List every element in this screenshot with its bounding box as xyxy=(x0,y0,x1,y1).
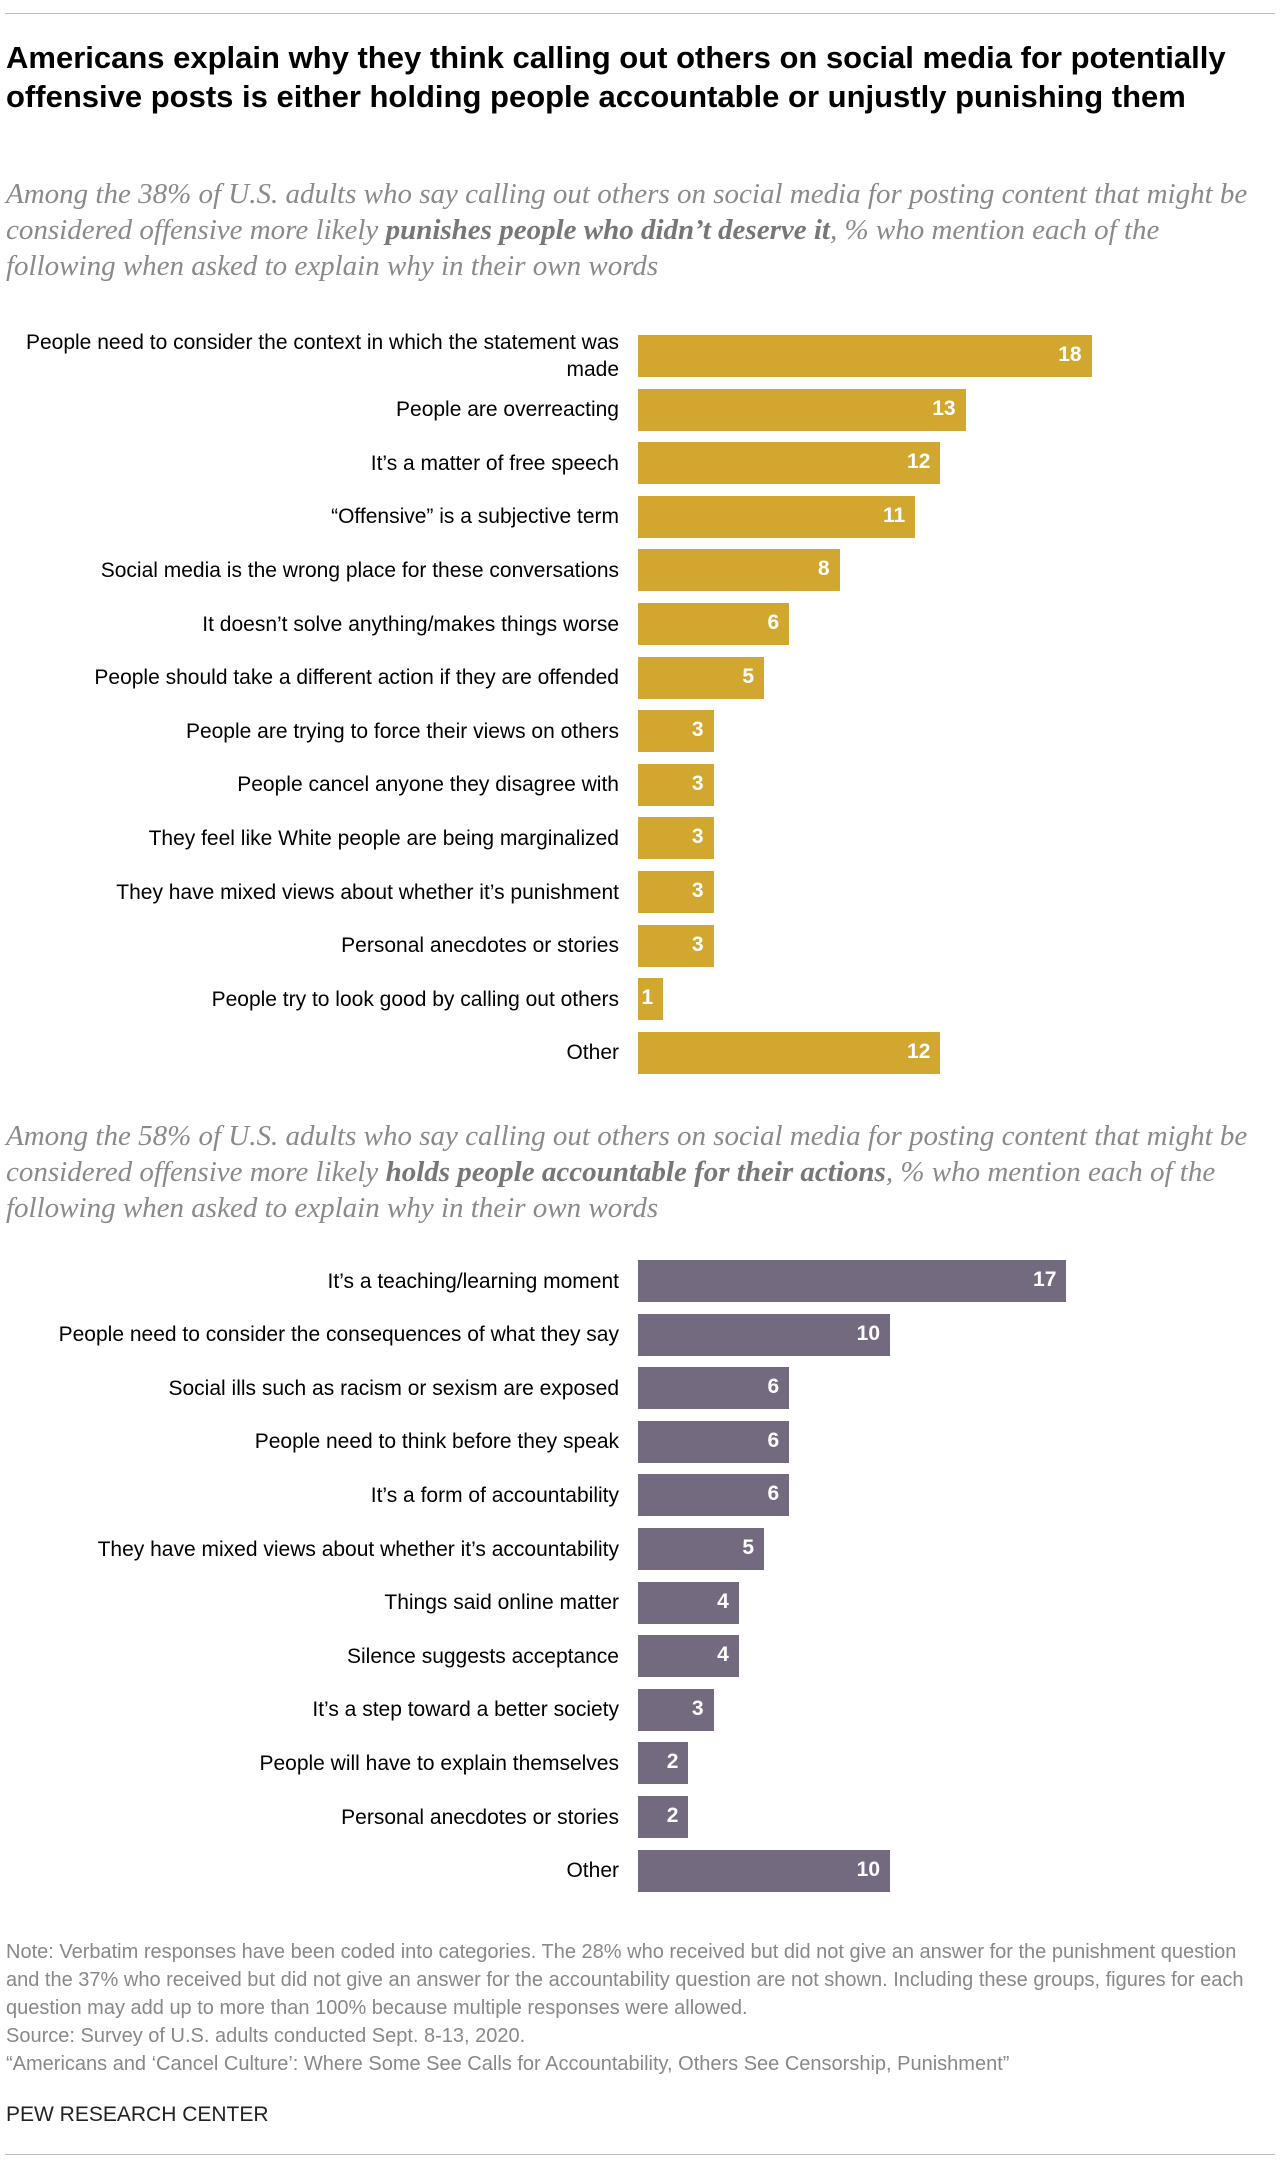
value-label: 3 xyxy=(691,932,704,956)
bar xyxy=(638,924,714,967)
subtitle-part: , % who mention each of the following wh… xyxy=(6,214,1160,282)
category-label: People need to consider the consequences… xyxy=(58,1323,619,1347)
value-label: 6 xyxy=(767,1428,780,1452)
bar xyxy=(638,1796,689,1838)
category-label: People are trying to force their views o… xyxy=(185,719,619,743)
value-label: 3 xyxy=(691,879,704,902)
bar xyxy=(638,1581,739,1624)
category-label: People need to think before they speak xyxy=(254,1430,619,1454)
category-label: People need to consider the context in w… xyxy=(25,331,619,381)
value-label: 3 xyxy=(691,718,704,742)
category-label: People try to look good by calling out o… xyxy=(211,987,619,1011)
bar xyxy=(638,1528,764,1570)
category-label: It’s a teaching/learning moment xyxy=(327,1269,619,1293)
category-label: Other xyxy=(566,1041,619,1065)
notes: Note: Verbatim responses have been coded… xyxy=(6,1938,1268,2078)
bar xyxy=(638,1313,890,1356)
bar xyxy=(638,1367,790,1410)
category-label: People should take a different action if… xyxy=(94,666,619,690)
subtitle: Among the 38% of U.S. adults who say cal… xyxy=(6,176,1256,284)
bar xyxy=(638,1420,790,1463)
value-label: 12 xyxy=(907,450,931,474)
category-label: It’s a matter of free speech xyxy=(370,451,619,475)
bottom-rule xyxy=(5,2154,1275,2155)
category-label: Things said online matter xyxy=(384,1591,619,1615)
category-label: People are overreacting xyxy=(396,398,619,422)
subtitle: Among the 58% of U.S. adults who say cal… xyxy=(6,1118,1256,1226)
bar xyxy=(638,1474,790,1517)
bar xyxy=(638,495,916,538)
value-label: 5 xyxy=(742,1536,754,1559)
bar xyxy=(638,1031,941,1074)
value-label: 3 xyxy=(691,1696,704,1720)
value-label: 5 xyxy=(742,664,754,688)
category-label: It’s a step toward a better society xyxy=(312,1698,619,1722)
value-label: 17 xyxy=(1033,1268,1057,1291)
value-label: 18 xyxy=(1058,343,1082,366)
report: “Americans and ‘Cancel Culture’: Where S… xyxy=(6,2053,1010,2075)
bar xyxy=(638,817,714,860)
category-label: Other xyxy=(566,1859,619,1883)
value-label: 2 xyxy=(666,1750,679,1774)
bar xyxy=(638,763,714,806)
note: Note: Verbatim responses have been coded… xyxy=(6,1941,1244,2019)
subtitle-part: Among the 38% of U.S. adults who say cal… xyxy=(6,178,1248,246)
subtitle-part: punishes people who didn’t deserve it xyxy=(385,214,830,246)
bar xyxy=(638,603,790,645)
chart-title: Americans explain why they think calling… xyxy=(6,40,1226,114)
category-label: People will have to explain themselves xyxy=(259,1751,619,1775)
category-label: Social ills such as racism or sexism are… xyxy=(168,1376,620,1400)
subtitle-part: Among the 58% of U.S. adults who say cal… xyxy=(6,1120,1248,1188)
category-label: “Offensive” is a subjective term xyxy=(331,505,619,529)
bar xyxy=(638,388,966,431)
source: Source: Survey of U.S. adults conducted … xyxy=(6,2025,526,2047)
value-label: 8 xyxy=(817,557,830,581)
value-label: 4 xyxy=(717,1589,729,1613)
category-label: Personal anecdotes or stories xyxy=(341,1805,619,1829)
brand: PEW RESEARCH CENTER xyxy=(6,2103,269,2126)
subtitle-part: holds people accountable for their actio… xyxy=(385,1156,886,1188)
bar xyxy=(638,1742,689,1785)
category-label: They feel like White people are being ma… xyxy=(148,826,619,850)
bar xyxy=(638,656,764,699)
category-label: They have mixed views about whether it’s… xyxy=(97,1537,619,1561)
category-label: Personal anecdotes or stories xyxy=(341,934,619,958)
value-label: 12 xyxy=(907,1039,931,1063)
value-label: 6 xyxy=(767,611,780,634)
bar xyxy=(638,1849,890,1892)
category-label: It’s a form of accountability xyxy=(370,1483,619,1507)
category-label: It doesn’t solve anything/makes things w… xyxy=(202,612,619,636)
subtitle-part: , % who mention each of the following wh… xyxy=(6,1156,1216,1224)
bar xyxy=(638,1260,1067,1302)
bar xyxy=(638,442,941,485)
category-label: They have mixed views about whether it’s… xyxy=(116,880,619,904)
bar xyxy=(638,871,714,913)
category-label: People cancel anyone they disagree with xyxy=(237,773,619,797)
category-label: Social media is the wrong place for thes… xyxy=(100,558,619,582)
value-label: 11 xyxy=(882,503,906,527)
value-label: 1 xyxy=(641,986,654,1010)
value-label: 6 xyxy=(767,1482,780,1506)
value-label: 10 xyxy=(856,1857,880,1881)
value-label: 3 xyxy=(691,771,704,795)
value-label: 6 xyxy=(767,1375,780,1399)
value-label: 2 xyxy=(666,1804,679,1827)
bar xyxy=(638,1635,739,1678)
value-label: 10 xyxy=(856,1321,880,1345)
bar xyxy=(638,549,840,592)
value-label: 3 xyxy=(691,825,704,849)
value-label: 13 xyxy=(932,396,956,420)
value-label: 4 xyxy=(717,1643,729,1667)
bar xyxy=(638,335,1092,377)
bar xyxy=(638,978,664,1021)
bar xyxy=(638,710,714,753)
top-rule xyxy=(5,13,1275,14)
bar xyxy=(638,1688,714,1731)
category-label: Silence suggests acceptance xyxy=(346,1644,619,1668)
